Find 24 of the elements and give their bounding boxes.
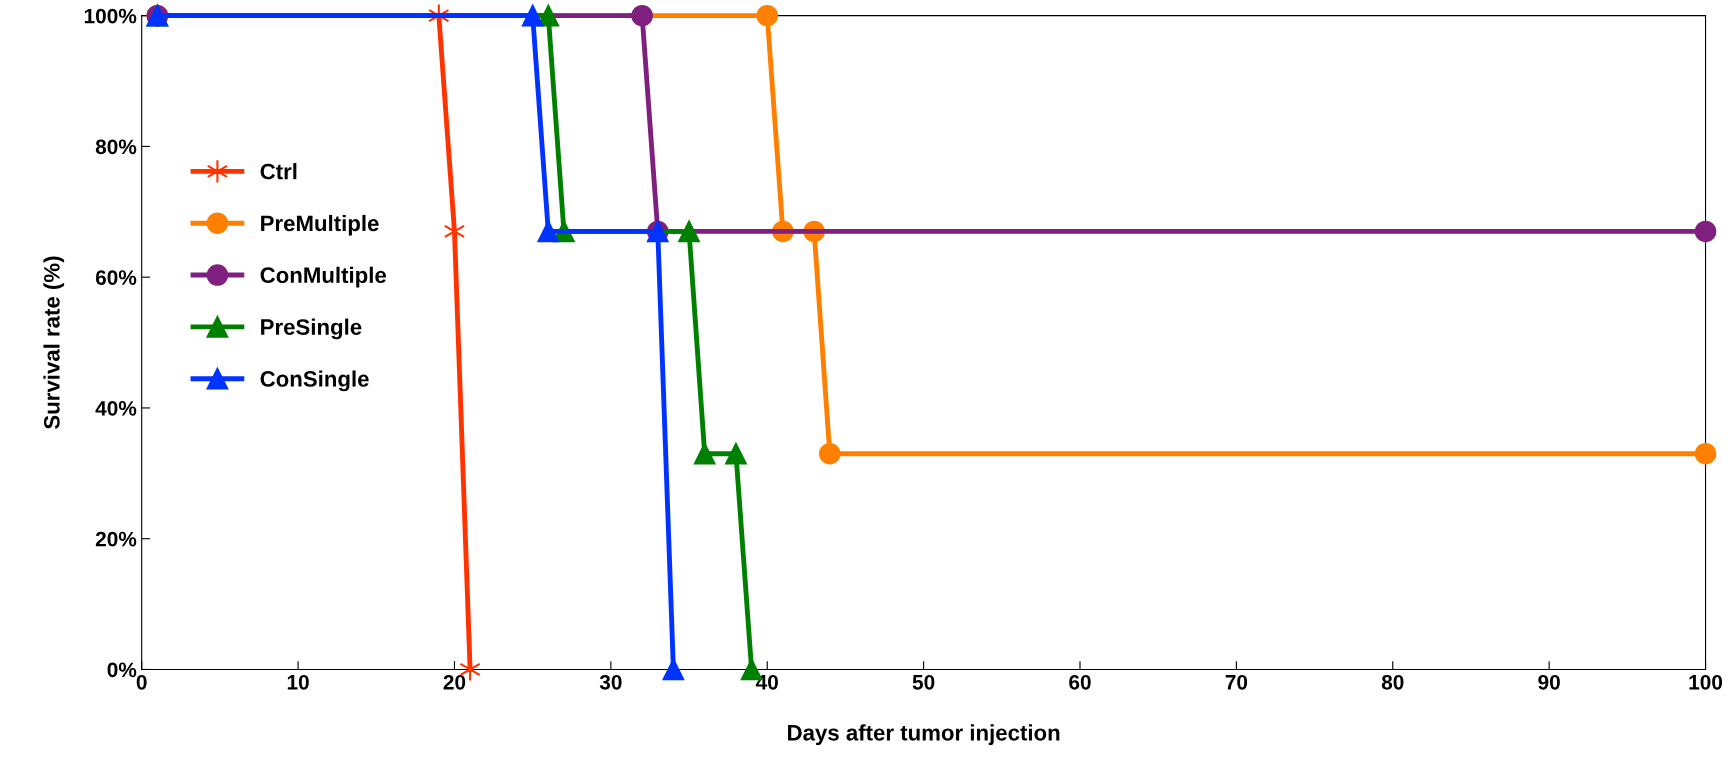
x-tick-label: 20 (443, 674, 466, 690)
legend-label: ConMultiple (260, 266, 387, 288)
x-tick-label: 40 (755, 674, 778, 690)
y-tick-label: 100% (84, 8, 137, 24)
y-tick-label: 80% (95, 139, 137, 155)
x-axis-title: Days after tumor injection (788, 724, 1060, 746)
legend-label: PreSingle (261, 318, 362, 340)
x-tick-label: 60 (1069, 674, 1091, 690)
x-tick-label: 100 (1689, 674, 1723, 690)
legend-label: PreMultiple (261, 214, 379, 236)
x-tick-label: 50 (912, 674, 935, 690)
legend-label: ConSingle (260, 370, 369, 392)
y-tick-label: 0% (107, 662, 137, 678)
y-tick-label: 20% (95, 531, 137, 547)
y-tick-label: 60% (95, 270, 137, 285)
x-tick-label: 0 (136, 674, 147, 690)
x-tick-label: 70 (1225, 674, 1248, 690)
legend-label: Ctrl (260, 163, 297, 180)
y-tick-label: 40% (95, 400, 137, 416)
x-tick-label: 30 (599, 674, 622, 690)
x-tick-label: 90 (1538, 674, 1560, 690)
x-tick-label: 80 (1381, 674, 1404, 690)
y-axis-title: Survival rate (%) (43, 256, 65, 429)
x-tick-label: 10 (287, 674, 309, 690)
